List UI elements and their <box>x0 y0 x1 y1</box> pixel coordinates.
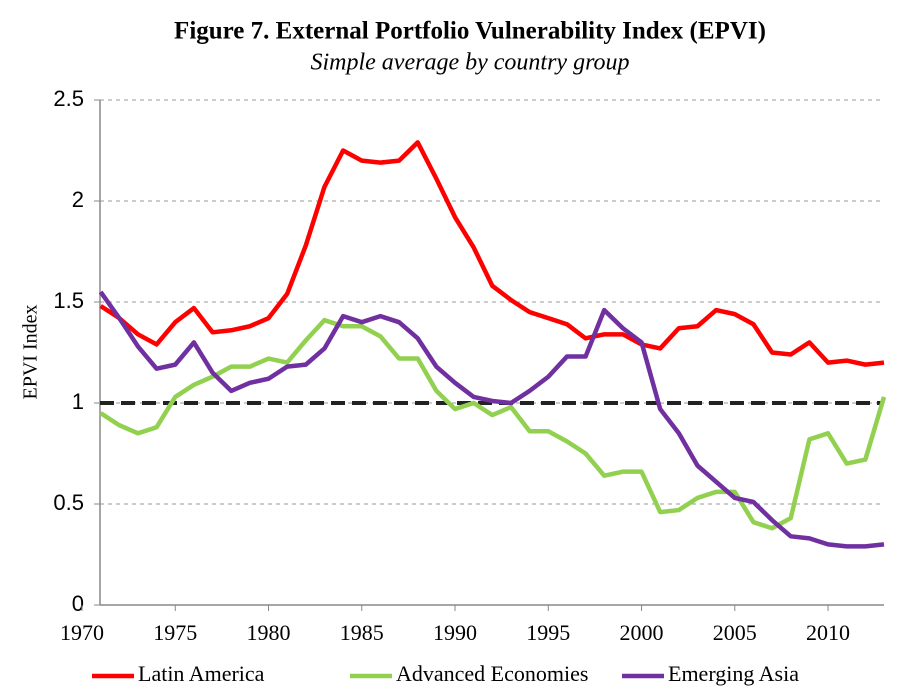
legend-label: Latin America <box>138 661 265 686</box>
x-tick-label: 1970 <box>60 620 104 645</box>
y-axis-label: EPVI Index <box>20 305 42 400</box>
x-tick-label: 2005 <box>713 620 757 645</box>
legend-label: Emerging Asia <box>668 661 799 686</box>
x-tick-label: 1985 <box>340 620 384 645</box>
x-tick-label: 2010 <box>806 620 850 645</box>
x-tick-label: 1990 <box>433 620 477 645</box>
y-tick-label: 0 <box>72 591 84 616</box>
y-tick-label: 2 <box>72 187 84 212</box>
y-tick-label: 1.5 <box>53 288 84 313</box>
x-tick-label: 1995 <box>526 620 570 645</box>
legend-label: Advanced Economies <box>396 661 588 686</box>
data-line <box>98 290 885 549</box>
x-tick-label: 1975 <box>153 620 197 645</box>
y-tick-label: 1 <box>72 389 84 414</box>
x-tick-label: 2000 <box>620 620 664 645</box>
chart-title: Figure 7. External Portfolio Vulnerabili… <box>174 18 766 45</box>
data-line <box>99 317 887 531</box>
y-tick-label: 0.5 <box>53 490 84 515</box>
data-line <box>99 140 885 367</box>
chart-subtitle: Simple average by country group <box>310 50 629 76</box>
x-tick-label: 1980 <box>247 620 291 645</box>
y-tick-label: 2.5 <box>53 86 84 111</box>
